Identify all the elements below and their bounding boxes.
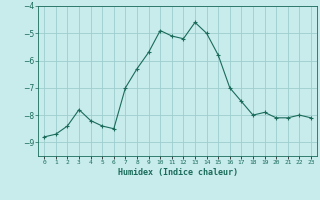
X-axis label: Humidex (Indice chaleur): Humidex (Indice chaleur) [118,168,238,177]
